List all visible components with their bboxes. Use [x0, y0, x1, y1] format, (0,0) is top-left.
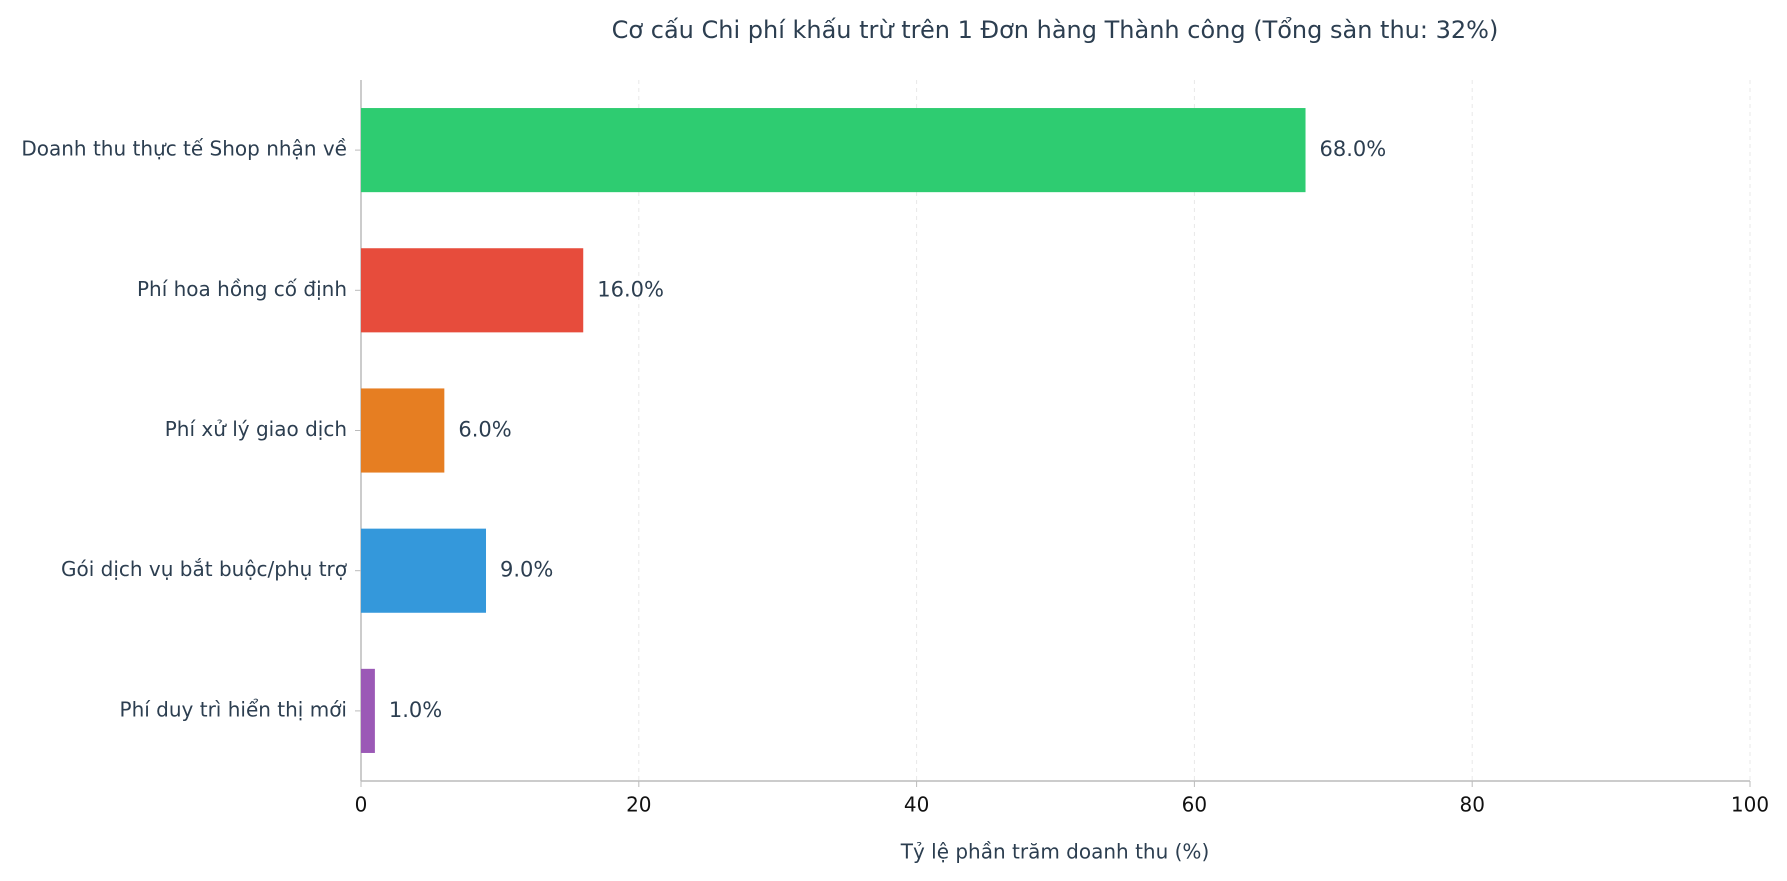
x-tick-label: 0	[355, 793, 368, 817]
bar	[361, 248, 584, 333]
value-label: 9.0%	[500, 558, 553, 582]
chart-title: Cơ cấu Chi phí khấu trừ trên 1 Đơn hàng …	[612, 16, 1499, 44]
bar	[361, 108, 1306, 193]
x-tick-label: 40	[904, 793, 929, 817]
value-label: 16.0%	[597, 277, 664, 301]
x-axis-label: Tỷ lệ phần trăm doanh thu (%)	[900, 840, 1210, 864]
value-label: 1.0%	[389, 698, 442, 722]
y-tick-label: Phí hoa hồng cố định	[137, 277, 347, 301]
x-tick-label: 100	[1731, 793, 1769, 817]
bar	[361, 388, 445, 473]
value-label: 68.0%	[1320, 137, 1387, 161]
y-tick-label: Gói dịch vụ bắt buộc/phụ trợ	[61, 557, 348, 581]
bar	[361, 528, 487, 613]
y-tick-label: Phí xử lý giao dịch	[165, 417, 347, 441]
bar	[361, 668, 375, 753]
x-tick-label: 60	[1182, 793, 1207, 817]
x-tick-label: 80	[1459, 793, 1484, 817]
y-tick-label: Phí duy trì hiển thị mới	[120, 697, 347, 721]
x-tick-label: 20	[626, 793, 651, 817]
y-tick-label: Doanh thu thực tế Shop nhận về	[21, 137, 347, 161]
value-label: 6.0%	[458, 418, 511, 442]
